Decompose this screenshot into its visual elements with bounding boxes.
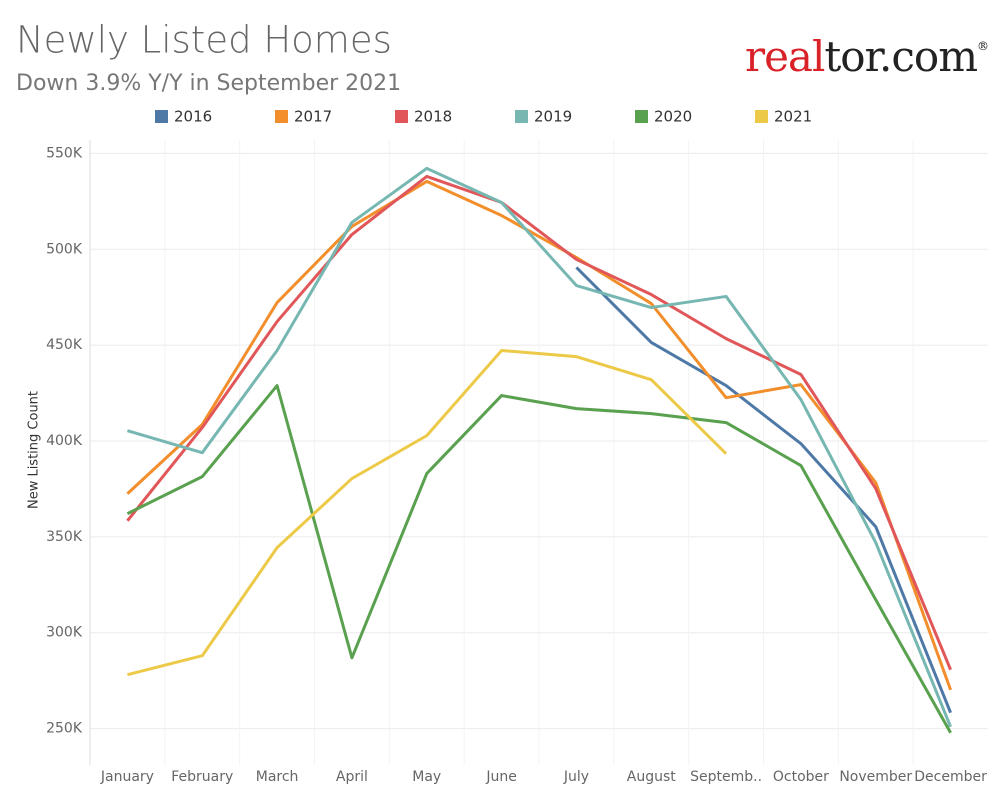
- y-tick-label: 350K: [46, 529, 83, 545]
- series-line: [126, 179, 952, 691]
- legend-swatch: [515, 110, 528, 123]
- legend-label: 2019: [534, 108, 572, 126]
- chart-title: Newly Listed Homes: [16, 19, 392, 62]
- series-line: [126, 174, 952, 671]
- legend-label: 2017: [294, 108, 332, 126]
- x-tick-label: April: [336, 769, 368, 785]
- y-tick-label: 400K: [46, 433, 83, 449]
- brand-logo: realtor.com®: [745, 32, 988, 81]
- chart-subtitle: Down 3.9% Y/Y in September 2021: [16, 71, 401, 96]
- x-tick-label: March: [256, 769, 299, 785]
- y-tick-label: 450K: [46, 337, 83, 353]
- x-tick-label: November: [839, 769, 912, 785]
- legend-swatch: [755, 110, 768, 123]
- legend-swatch: [635, 110, 648, 123]
- legend-swatch: [395, 110, 408, 123]
- legend-label: 2020: [654, 108, 692, 126]
- logo-part: real: [745, 32, 825, 81]
- legend-label: 2021: [774, 108, 812, 126]
- series-line: [127, 349, 728, 677]
- series-line: [575, 266, 952, 714]
- legend-swatch: [155, 110, 168, 123]
- x-tick-label: Septemb..: [690, 769, 762, 785]
- y-axis-label: New Listing Count: [27, 391, 42, 509]
- x-tick-label: August: [627, 769, 677, 785]
- x-tick-label: October: [773, 769, 829, 785]
- legend-label: 2016: [174, 108, 212, 126]
- y-tick-label: 300K: [46, 625, 83, 641]
- y-tick-label: 500K: [46, 241, 83, 257]
- x-tick-label: May: [412, 769, 441, 785]
- x-tick-label: June: [485, 769, 517, 785]
- logo-part: ®: [977, 39, 988, 53]
- x-tick-label: December: [914, 769, 987, 785]
- x-tick-label: February: [171, 769, 233, 785]
- legend-label: 2018: [414, 108, 452, 126]
- x-tick-label: July: [563, 769, 589, 785]
- x-tick-label: January: [100, 769, 154, 785]
- legend-swatch: [275, 110, 288, 123]
- logo-part: tor.com: [824, 32, 977, 81]
- y-tick-label: 550K: [46, 145, 83, 161]
- y-tick-label: 250K: [46, 721, 83, 737]
- series-line: [126, 384, 952, 734]
- series-line: [126, 166, 952, 728]
